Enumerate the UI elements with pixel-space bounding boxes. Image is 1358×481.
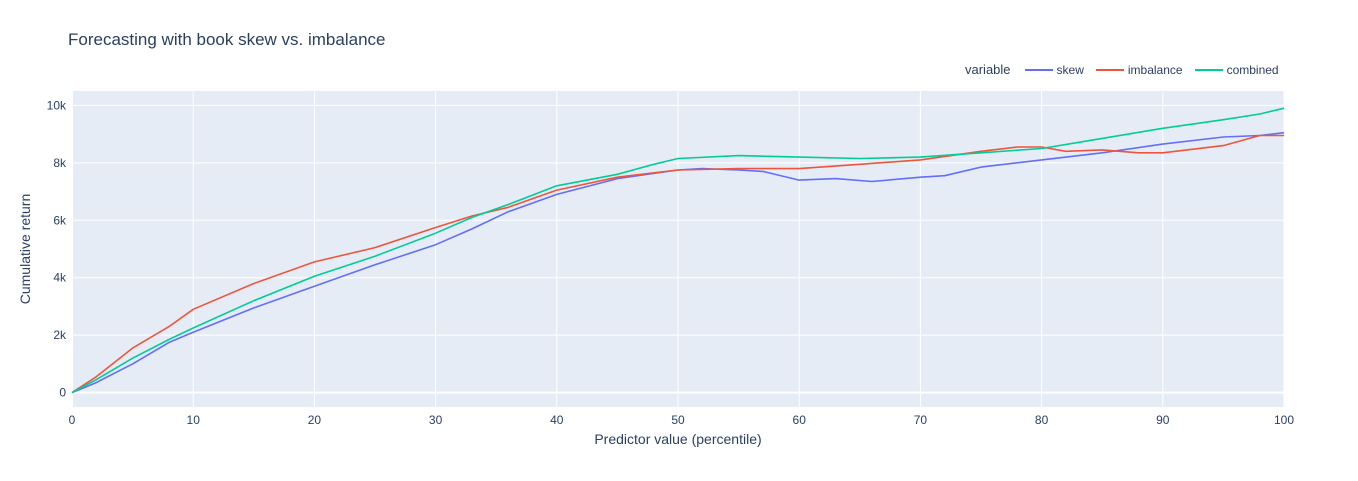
y-tick-label: 10k [47,98,67,112]
x-tick-label: 40 [550,413,564,427]
y-tick-label: 6k [53,213,67,227]
x-tick-label: 80 [1035,413,1049,427]
y-tick-label: 4k [53,271,67,285]
x-axis-label: Predictor value (percentile) [594,431,761,447]
legend-item-skew[interactable]: skew [1024,62,1084,77]
x-tick-label: 60 [793,413,807,427]
y-axis-ticks: 0 2k 4k 6k 8k 10k [47,98,67,399]
series-line-imbalance[interactable] [71,134,1284,394]
series-line-skew[interactable] [71,131,1285,394]
legend-swatch-skew [1024,68,1053,71]
legend-label-skew: skew [1056,62,1084,77]
legend-label-imbalance: imbalance [1127,62,1183,77]
y-axis-label: Cumulative return [17,194,33,305]
x-tick-label: 0 [69,413,76,427]
series-lines [71,107,1285,394]
x-tick-label: 30 [429,413,443,427]
x-axis-ticks: 0 10 20 30 40 50 60 70 80 90 100 [69,413,1295,427]
chart-title: Forecasting with book skew vs. imbalance [68,30,386,49]
legend-swatch-imbalance [1095,68,1124,71]
x-tick-label: 10 [187,413,201,427]
y-tick-label: 2k [53,328,67,342]
legend-label-combined: combined [1226,62,1279,77]
x-tick-label: 90 [1156,413,1170,427]
grid-lines [71,91,1285,407]
x-tick-label: 20 [308,413,322,427]
x-tick-label: 100 [1274,413,1294,427]
legend-item-imbalance[interactable]: imbalance [1095,62,1183,77]
y-tick-label: 0 [59,386,66,400]
legend-item-combined[interactable]: combined [1194,62,1279,77]
y-tick-label: 8k [53,156,67,170]
x-tick-label: 50 [671,413,685,427]
legend-swatch-combined [1194,68,1223,71]
x-tick-label: 70 [914,413,928,427]
legend-title: variable [965,62,1011,77]
legend: variable skew imbalance combined [965,62,1291,77]
series-line-combined[interactable] [71,107,1285,394]
